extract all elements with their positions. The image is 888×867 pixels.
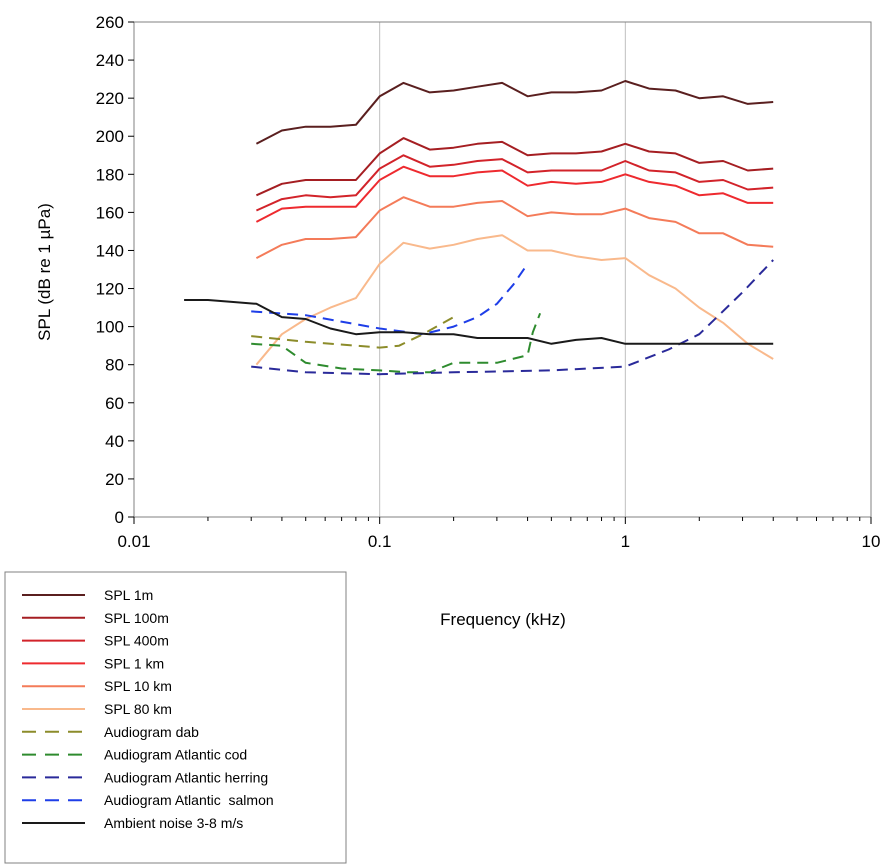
y-tick-label: 80 <box>105 356 124 375</box>
legend-label: SPL 100m <box>104 610 169 626</box>
series-line <box>255 154 774 212</box>
legend-label: Audiogram Atlantic cod <box>104 747 247 763</box>
series-line <box>255 196 774 259</box>
plot-area <box>134 22 871 517</box>
x-tick-label: 10 <box>862 532 881 551</box>
y-tick-label: 180 <box>96 165 124 184</box>
series-line <box>251 259 774 376</box>
plot-frame <box>133 21 872 518</box>
legend-label: SPL 1m <box>104 587 153 603</box>
y-tick-label: 120 <box>96 280 124 299</box>
y-tick-label: 20 <box>105 470 124 489</box>
y-tick-label: 0 <box>115 508 124 527</box>
legend-label: SPL 10 km <box>104 678 172 694</box>
grid <box>379 22 626 517</box>
y-tick-label: 160 <box>96 203 124 222</box>
y-tick-label: 140 <box>96 241 124 260</box>
x-tick-label: 1 <box>621 532 630 551</box>
series-line <box>184 299 774 345</box>
y-tick-label: 40 <box>105 432 124 451</box>
x-tick-label: 0.1 <box>368 532 392 551</box>
series-line <box>255 137 774 197</box>
legend-label: SPL 80 km <box>104 701 172 717</box>
legend-label: Audiogram Atlantic salmon <box>104 792 274 808</box>
legend-label: Ambient noise 3-8 m/s <box>104 815 243 831</box>
y-tick-label: 240 <box>96 51 124 70</box>
legend-label: SPL 400m <box>104 633 169 649</box>
y-tick-label: 220 <box>96 89 124 108</box>
axes: 0.01 0.1 1 10020406080100120140160180200220… <box>96 13 881 551</box>
series-line <box>251 316 455 349</box>
y-tick-label: 200 <box>96 127 124 146</box>
legend: SPL 1m SPL 100m SPL 400m SPL 1 km SPL 10 km S… <box>4 571 347 864</box>
x-tick-label: 0.01 <box>117 532 150 551</box>
legend-box <box>4 571 347 864</box>
series-layer <box>184 80 774 376</box>
series-line <box>255 80 774 145</box>
y-tick-label: 100 <box>96 318 124 337</box>
y-tick-label: 260 <box>96 13 124 32</box>
x-axis-label: Frequency (kHz) <box>440 610 566 629</box>
legend-label: Audiogram Atlantic herring <box>104 769 268 785</box>
series-line <box>255 234 774 366</box>
series-line <box>255 165 774 223</box>
series-line <box>251 263 529 336</box>
y-axis-label: SPL (dB re 1 µPa) <box>35 203 54 341</box>
legend-label: Audiogram dab <box>104 724 199 740</box>
legend-label: SPL 1 km <box>104 655 164 671</box>
y-tick-label: 60 <box>105 394 124 413</box>
series-line <box>251 312 542 374</box>
